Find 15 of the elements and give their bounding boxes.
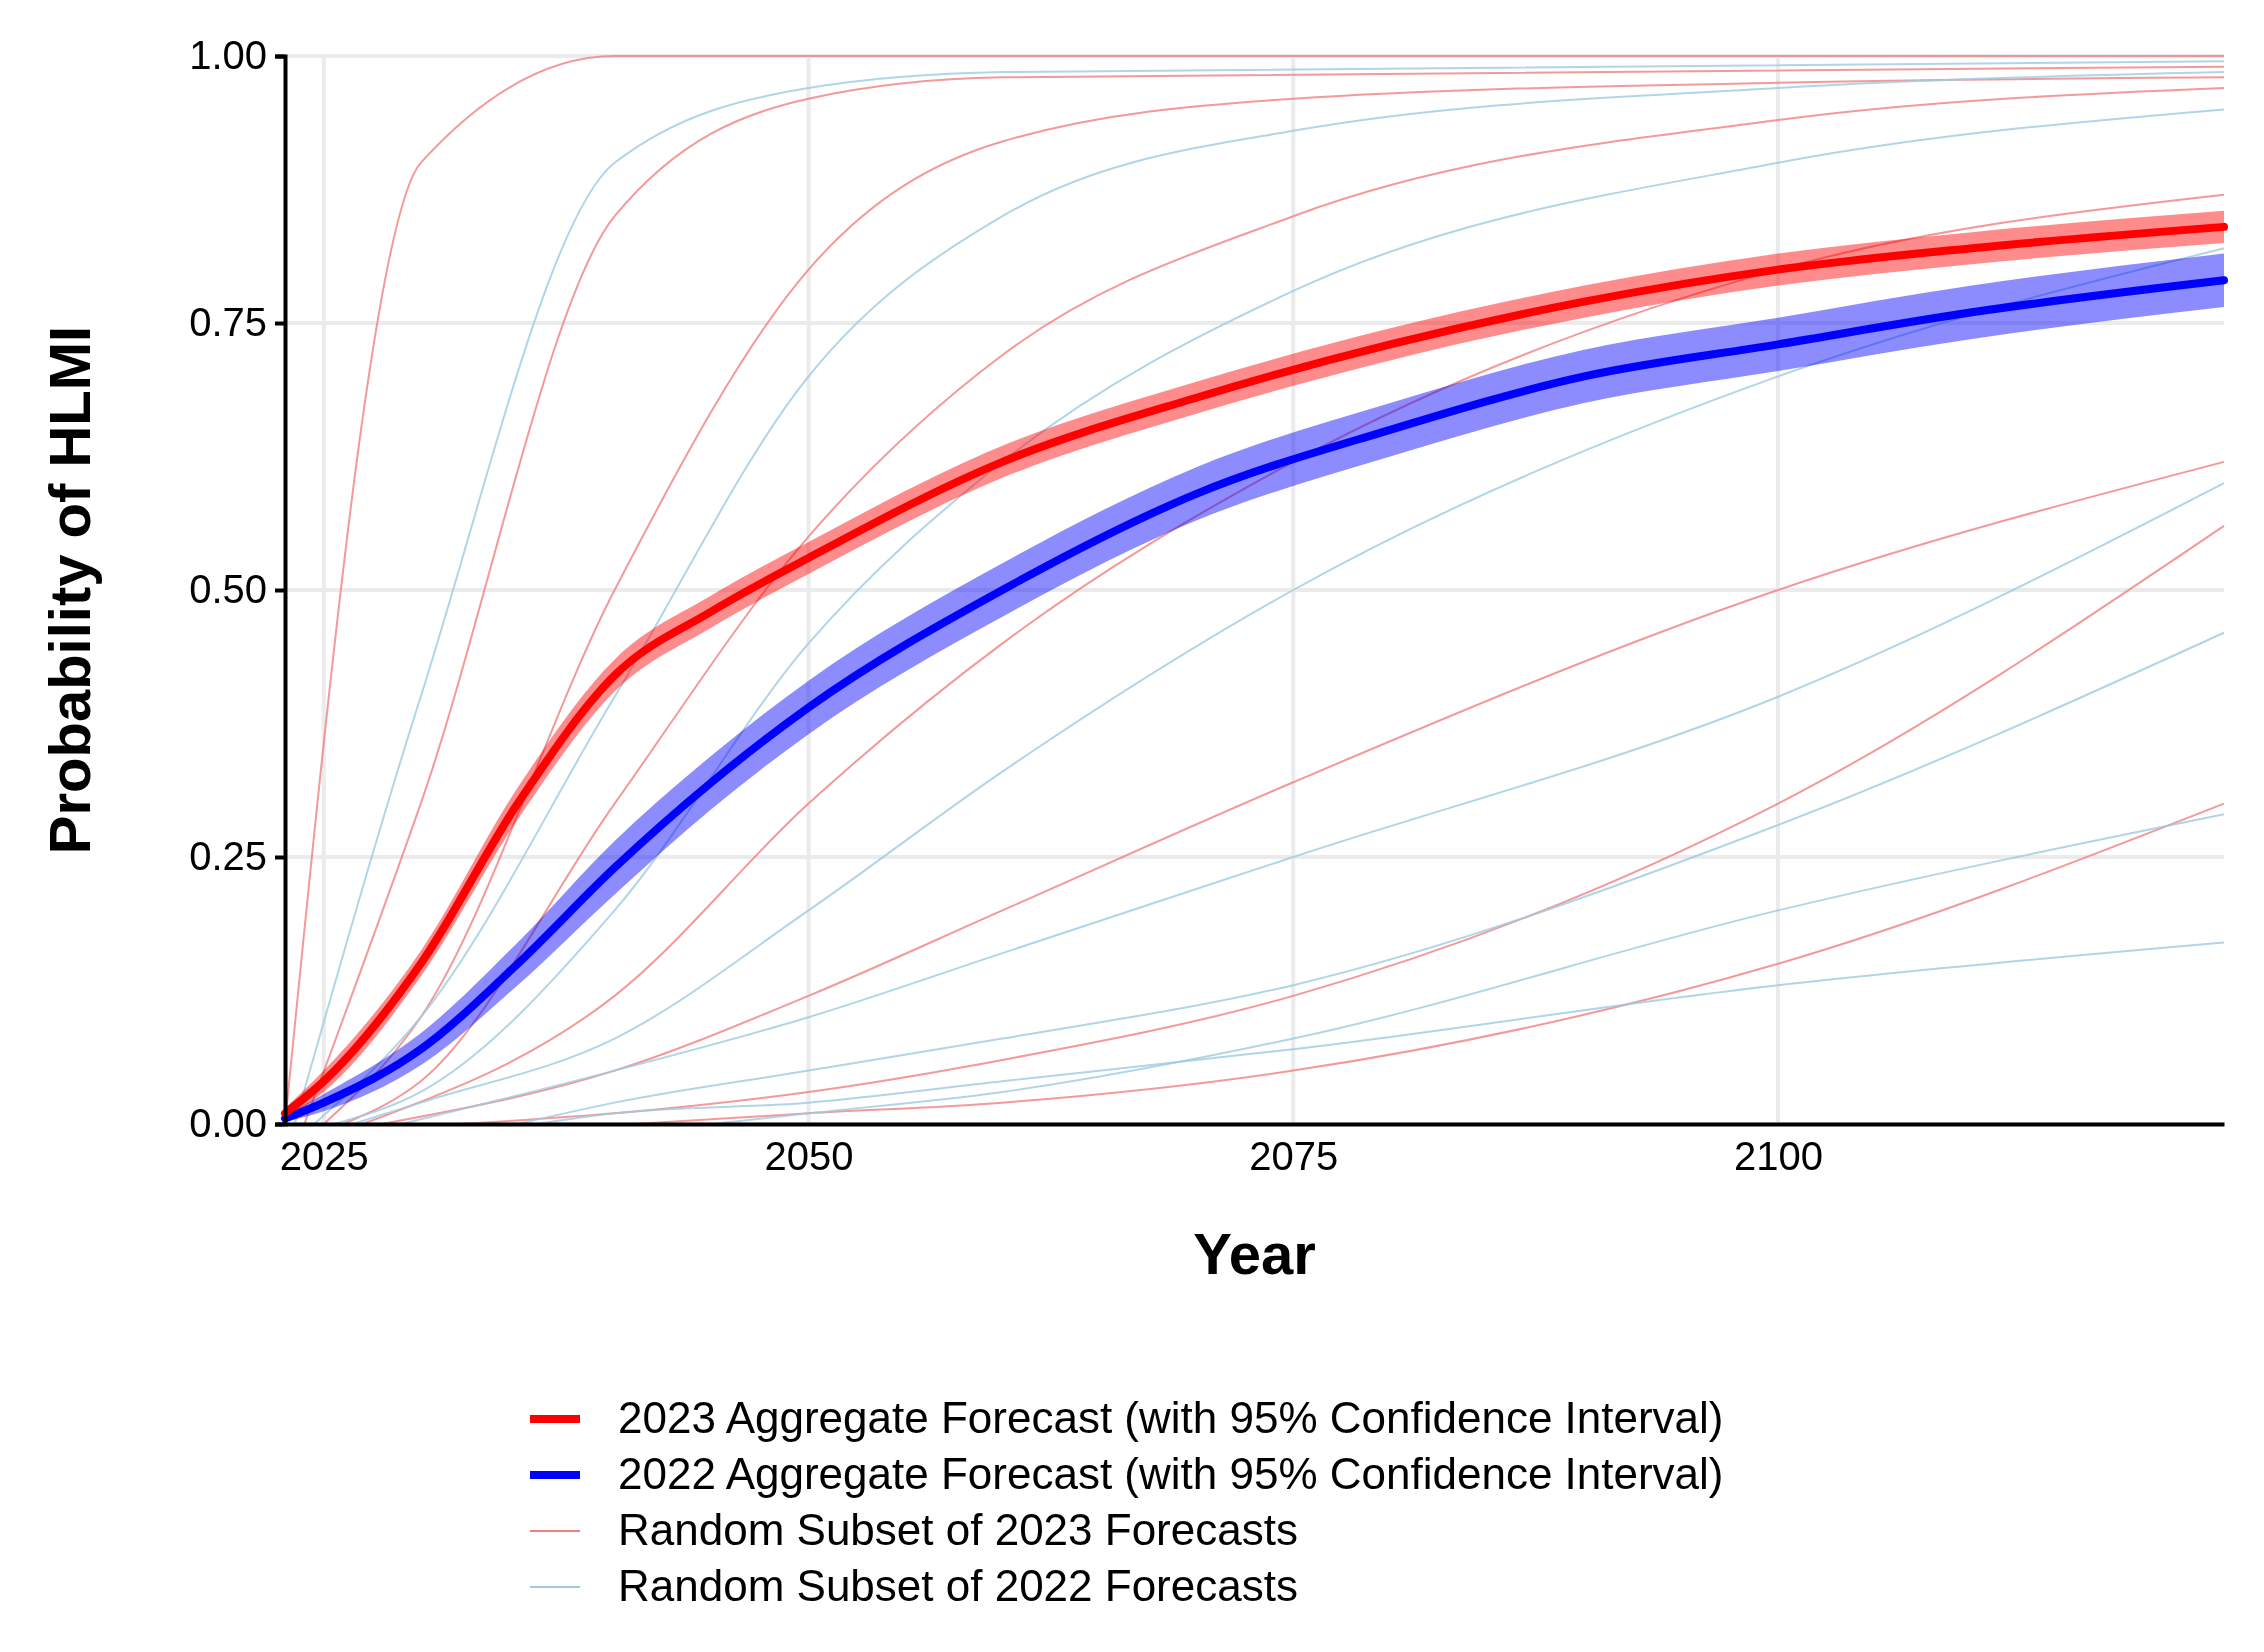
x-axis-title: Year <box>1193 1221 1316 1286</box>
y-tick-label: 0.25 <box>189 834 267 879</box>
y-tick-label: 0.00 <box>189 1101 267 1146</box>
legend-label: 2023 Aggregate Forecast (with 95% Confidence Interval) <box>618 1393 1724 1442</box>
legend-label: 2022 Aggregate Forecast (with 95% Confidence Interval) <box>618 1449 1724 1498</box>
y-tick-label: 0.75 <box>189 300 267 345</box>
x-tick-label: 2050 <box>764 1134 854 1179</box>
x-tick-label: 2025 <box>279 1134 369 1179</box>
y-axis-title: Probability of HLMI <box>37 325 102 855</box>
y-tick-label: 1.00 <box>189 33 267 78</box>
x-tick-label: 2075 <box>1249 1134 1339 1179</box>
legend-label: Random Subset of 2023 Forecasts <box>618 1505 1298 1554</box>
y-tick-label: 0.50 <box>189 567 267 612</box>
legend-label: Random Subset of 2022 Forecasts <box>618 1561 1298 1610</box>
x-tick-label: 2100 <box>1734 1134 1824 1179</box>
